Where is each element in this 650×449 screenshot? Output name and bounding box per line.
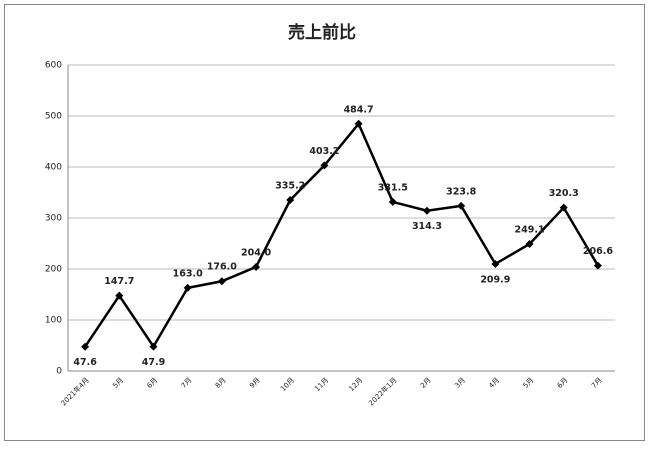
data-label: 176.0 xyxy=(207,262,237,273)
marker xyxy=(525,239,534,248)
marker xyxy=(81,342,90,351)
y-tick-label: 300 xyxy=(45,214,62,224)
marker xyxy=(183,283,192,292)
line xyxy=(84,121,599,349)
data-label: 403.2 xyxy=(309,146,339,157)
marker xyxy=(354,119,363,128)
data-label: 47.9 xyxy=(142,357,165,368)
data-label: 206.6 xyxy=(583,246,613,257)
y-tick-label: 0 xyxy=(56,367,62,377)
data-label: 209.9 xyxy=(480,274,510,285)
data-label: 320.3 xyxy=(549,188,579,199)
marker xyxy=(286,196,295,205)
y-tick-label: 600 xyxy=(45,61,62,71)
data-label: 314.3 xyxy=(412,221,442,232)
marker xyxy=(252,262,261,271)
data-label: 147.7 xyxy=(104,276,134,287)
data-label: 47.6 xyxy=(73,357,97,368)
marker xyxy=(115,291,124,300)
data-label: 204.0 xyxy=(241,247,271,258)
marker xyxy=(559,203,568,212)
data-label: 163.0 xyxy=(173,268,203,279)
marker xyxy=(422,206,431,215)
y-tick-label: 400 xyxy=(45,163,62,173)
marker xyxy=(388,197,397,206)
marker xyxy=(217,277,226,286)
marker xyxy=(320,161,329,170)
data-label: 249.1 xyxy=(515,224,545,235)
marker xyxy=(593,261,602,270)
marker xyxy=(491,259,500,268)
y-tick-label: 500 xyxy=(45,112,62,122)
data-label: 323.8 xyxy=(446,186,476,197)
marker xyxy=(149,342,158,351)
data-label: 331.5 xyxy=(378,182,408,193)
data-label: 335.2 xyxy=(275,181,305,192)
chart-title: 売上前比 xyxy=(288,22,356,43)
marker xyxy=(457,201,466,210)
chart-frame xyxy=(4,4,645,441)
y-tick-label: 200 xyxy=(45,265,62,275)
y-tick-label: 100 xyxy=(45,316,62,326)
data-label: 484.7 xyxy=(344,104,374,115)
